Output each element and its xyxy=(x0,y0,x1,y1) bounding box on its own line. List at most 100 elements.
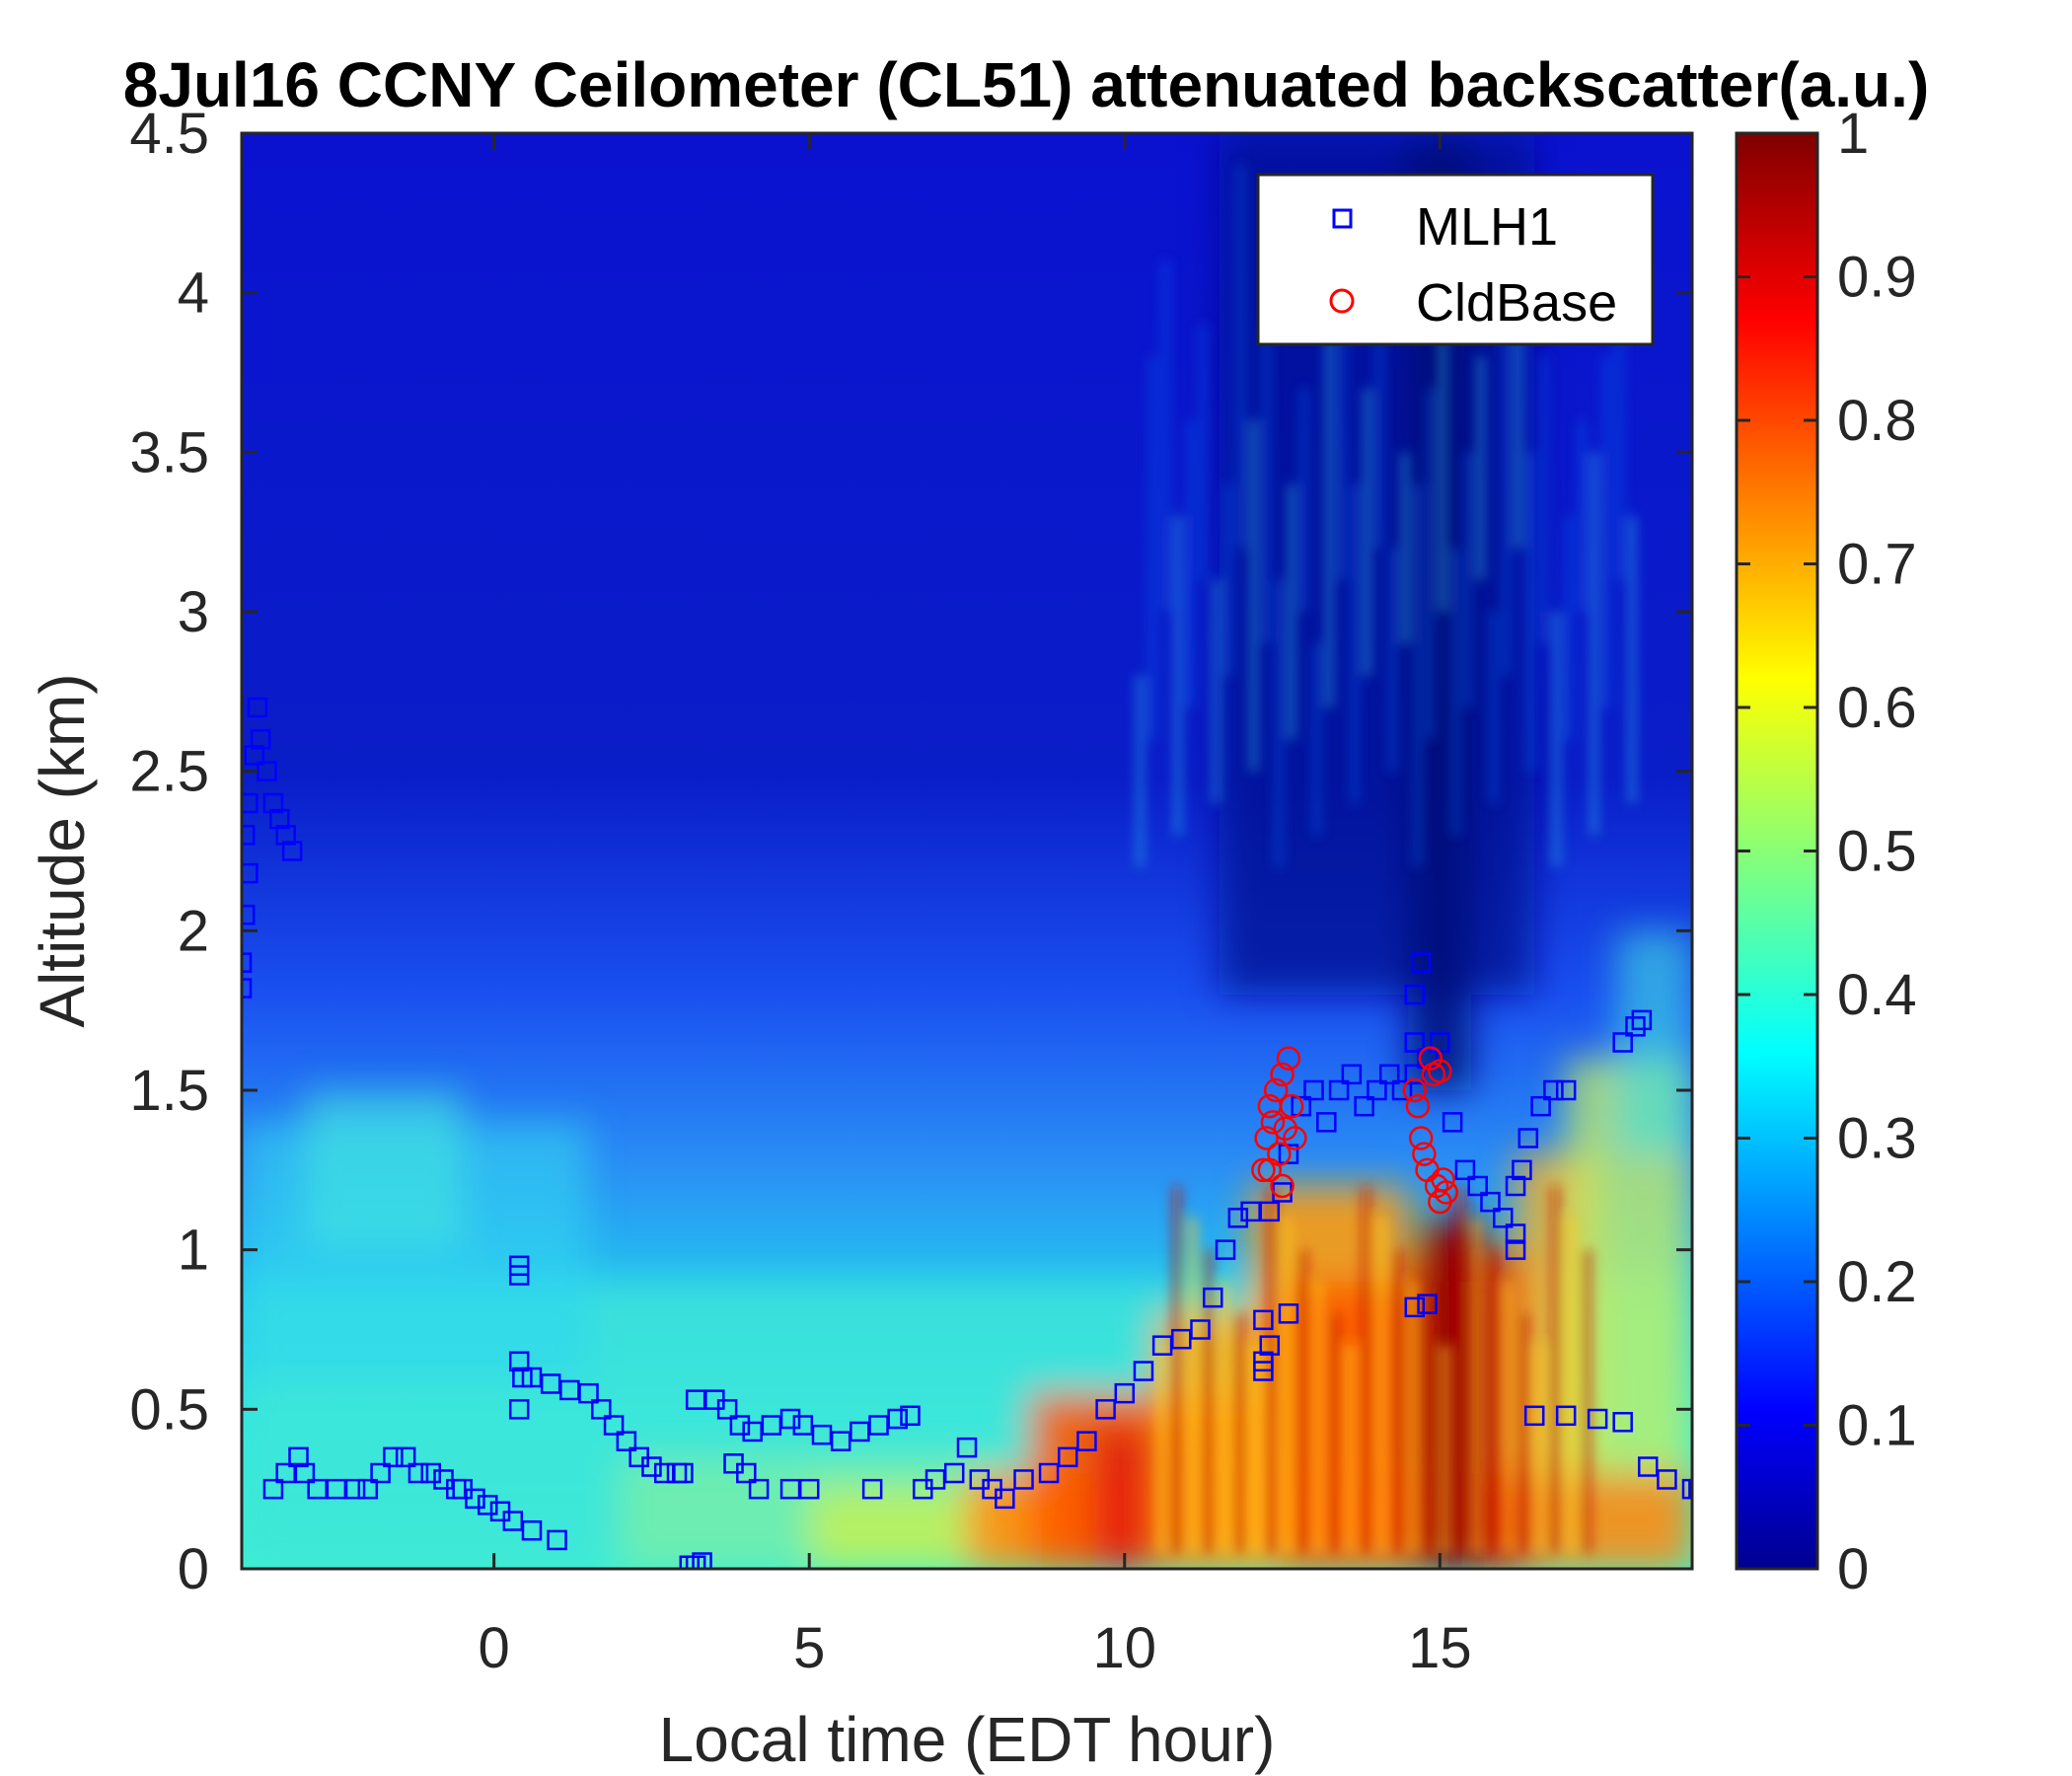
x-axis-label: Local time (EDT hour) xyxy=(659,1704,1276,1775)
mlh1-marker xyxy=(1631,1009,1653,1031)
cldbase-marker xyxy=(1279,1093,1304,1119)
mlh1-marker xyxy=(247,697,268,718)
mlh1-marker xyxy=(1612,1032,1633,1053)
legend-cldbase-label: CldBase xyxy=(1416,273,1617,333)
mlh1-marker xyxy=(1190,1319,1211,1340)
x-tick-label: 5 xyxy=(793,1616,825,1680)
mlh1-marker xyxy=(1505,1175,1526,1197)
mlh1-marker xyxy=(1095,1399,1116,1420)
cldbase-marker xyxy=(1434,1180,1458,1205)
mlh1-marker xyxy=(1612,1412,1633,1433)
mlh1-marker xyxy=(603,1415,625,1436)
mlh1-marker xyxy=(716,1399,738,1420)
cldbase-marker xyxy=(1251,1157,1276,1183)
cldbase-marker xyxy=(1270,1062,1295,1087)
mlh1-marker xyxy=(242,862,259,884)
cldbase-marker xyxy=(1254,1126,1279,1150)
series-markers xyxy=(242,697,1692,1569)
mlh1-marker xyxy=(1253,1351,1274,1372)
mlh1-marker xyxy=(1404,984,1426,1005)
x-tick-label: 10 xyxy=(1093,1616,1157,1680)
mlh1-marker xyxy=(395,1446,416,1468)
mlh1-marker xyxy=(1203,1287,1223,1308)
mlh1-marker xyxy=(1303,1079,1324,1101)
mlh1-marker xyxy=(508,1351,530,1372)
y-tick-label: 2 xyxy=(178,899,209,963)
mlh1-marker xyxy=(1657,1469,1677,1490)
mlh1-marker xyxy=(1442,1112,1463,1133)
colorbar-tick-label: 0.9 xyxy=(1837,246,1917,310)
mlh1-marker xyxy=(861,1478,883,1500)
mlh1-marker xyxy=(1517,1128,1539,1148)
x-tick-label: 0 xyxy=(479,1616,510,1680)
chart-title: 8Jul16 CCNY Ceilometer (CL51) attenuated… xyxy=(123,49,1930,120)
mlh1-marker xyxy=(1133,1361,1154,1381)
mlh1-marker xyxy=(1259,1201,1281,1222)
colorbar-tick-label: 0.4 xyxy=(1837,963,1917,1027)
mlh1-marker xyxy=(779,1408,801,1430)
cldbase-marker xyxy=(1431,1167,1455,1192)
mlh1-marker xyxy=(1391,1079,1413,1101)
mlh1-marker xyxy=(1354,1095,1374,1117)
cldbase-marker xyxy=(1276,1046,1301,1071)
mlh1-marker xyxy=(1259,1335,1281,1356)
y-axis-ticks: 0 0.5 1 1.5 2 2.5 3 3.5 4 4.5 xyxy=(129,102,1692,1601)
mlh1-marker xyxy=(1688,1478,1692,1500)
cldbase-marker xyxy=(1412,1142,1437,1166)
mlh1-marker xyxy=(1480,1191,1501,1213)
mlh1-marker xyxy=(748,1478,770,1500)
mlh1-marker xyxy=(547,1529,567,1551)
mlh1-marker xyxy=(1058,1446,1078,1468)
colorbar-ticks: 0 0.1 0.2 0.3 0.4 0.5 0.6 0.7 0.8 0.9 1 xyxy=(1737,102,1917,1601)
legend-cldbase-marker xyxy=(1329,288,1355,314)
mlh1-marker xyxy=(242,952,253,973)
mlh1-marker xyxy=(420,1462,441,1484)
mlh1-marker xyxy=(1417,1294,1438,1314)
mlh1-marker xyxy=(1215,1239,1236,1260)
colorbar-tick-label: 0.7 xyxy=(1837,533,1917,597)
mlh1-marker xyxy=(1543,1079,1564,1101)
mlh1-marker xyxy=(294,1462,316,1484)
mlh1-marker xyxy=(508,1255,530,1277)
mlh1-marker xyxy=(1555,1405,1577,1427)
mlh1-marker xyxy=(242,792,259,814)
y-tick-label: 1.5 xyxy=(129,1059,209,1123)
colorbar-tick-label: 0.3 xyxy=(1837,1107,1917,1171)
mlh1-marker xyxy=(1512,1159,1532,1181)
mlh1-marker xyxy=(242,904,256,925)
legend-mlh1-marker xyxy=(1332,208,1353,229)
cldbase-marker xyxy=(1263,1077,1289,1103)
y-tick-label: 3.5 xyxy=(129,420,209,484)
mlh1-marker xyxy=(1278,1303,1299,1324)
legend-mlh1-label: MLH1 xyxy=(1416,197,1558,257)
y-tick-label: 3 xyxy=(178,580,209,644)
y-tick-label: 2.5 xyxy=(129,740,209,804)
mlh1-marker xyxy=(250,729,271,750)
y-tick-label: 0.5 xyxy=(129,1377,209,1442)
mlh1-marker xyxy=(1076,1431,1097,1451)
mlh1-marker xyxy=(1404,1032,1426,1053)
mlh1-marker xyxy=(1278,1144,1299,1164)
mlh1-marker xyxy=(673,1462,694,1484)
mlh1-marker xyxy=(1410,952,1432,973)
mlh1-marker xyxy=(798,1478,820,1500)
y-tick-label: 1 xyxy=(178,1219,209,1283)
cldbase-marker xyxy=(1402,1077,1428,1103)
mlh1-marker xyxy=(257,761,277,781)
mlh1-marker xyxy=(521,1519,543,1541)
colorbar-tick-label: 0.6 xyxy=(1837,676,1917,740)
mlh1-marker xyxy=(641,1456,662,1477)
cldbase-marker xyxy=(1283,1126,1307,1150)
mlh1-marker xyxy=(275,825,296,846)
mlh1-marker xyxy=(242,825,256,846)
mlh1-marker xyxy=(508,1399,530,1420)
mlh1-marker xyxy=(1454,1159,1476,1181)
mlh1-marker xyxy=(995,1488,1015,1510)
mlh1-marker xyxy=(729,1415,751,1436)
mlh1-marker xyxy=(1114,1382,1136,1404)
mlh1-marker xyxy=(344,1478,366,1500)
mlh1-marker xyxy=(262,1478,284,1500)
mlh1-marker xyxy=(288,1446,309,1468)
mlh1-marker xyxy=(1038,1462,1060,1484)
